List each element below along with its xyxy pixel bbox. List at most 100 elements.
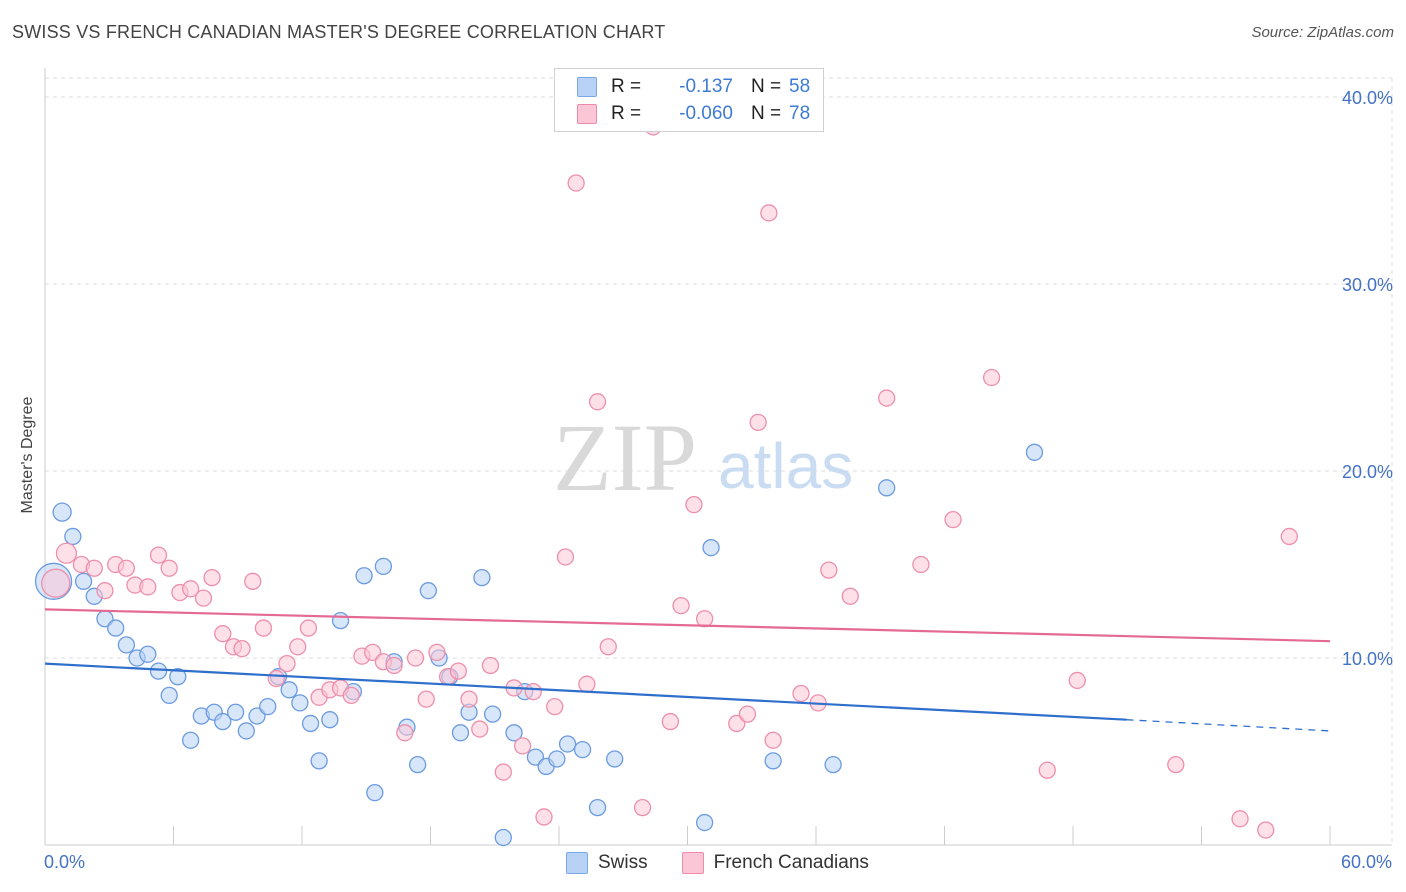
- french-point: [428, 643, 446, 662]
- swiss-point: [181, 731, 200, 749]
- french-point: [1068, 671, 1086, 690]
- swiss-point: [355, 567, 373, 585]
- swiss-point: [573, 740, 592, 759]
- legend-item-french[interactable]: French Canadians: [681, 852, 869, 874]
- swiss-point: [310, 752, 328, 770]
- french-point: [841, 587, 859, 605]
- swiss-trend-line: [44, 662, 1127, 721]
- n-value: 78: [789, 103, 811, 124]
- swiss-trend-extension: [1126, 719, 1331, 732]
- french-point: [633, 798, 652, 817]
- data-points: [34, 118, 1298, 847]
- french-point: [203, 568, 221, 587]
- french-point: [1231, 810, 1249, 828]
- swiss-point: [505, 724, 523, 742]
- french-point: [944, 510, 962, 529]
- french-point: [535, 808, 553, 826]
- correlation-legend: R = -0.137 N = 58 R = -0.060 N = 78: [554, 68, 824, 132]
- swiss-point: [74, 572, 93, 590]
- french-point: [471, 720, 489, 738]
- french-point: [160, 559, 178, 577]
- french-point: [289, 638, 307, 656]
- french-point: [55, 542, 78, 564]
- swiss-point: [64, 527, 82, 546]
- french-point: [299, 619, 318, 637]
- trend-lines: [44, 608, 1331, 732]
- axes: [44, 68, 1392, 846]
- swiss-point: [606, 750, 624, 768]
- swiss-point: [226, 703, 245, 721]
- swiss-point: [366, 783, 384, 802]
- watermark-zip: ZIP: [553, 404, 697, 511]
- swiss-swatch-icon: [577, 77, 597, 97]
- french-point: [278, 654, 296, 673]
- swiss-point: [473, 568, 491, 587]
- french-point: [96, 582, 114, 600]
- x-tick-label-max: 60.0%: [1340, 852, 1392, 872]
- n-label: N =: [751, 103, 782, 124]
- french-point: [214, 625, 232, 643]
- y-tick-label: 30.0%: [1342, 275, 1393, 295]
- swiss-point: [321, 711, 339, 729]
- french-point: [738, 705, 757, 723]
- french-point: [760, 204, 778, 222]
- french-point: [599, 638, 617, 656]
- french-point: [342, 686, 360, 705]
- french-trend-line: [44, 608, 1331, 643]
- swiss-point: [408, 755, 427, 774]
- french-point: [194, 589, 213, 607]
- french-point: [685, 496, 703, 514]
- french-point: [267, 669, 285, 688]
- french-point: [588, 393, 607, 411]
- french-point: [567, 174, 585, 192]
- swiss-point: [160, 686, 178, 705]
- swiss-point: [548, 750, 566, 768]
- y-tick-labels: 10.0% 20.0% 30.0% 40.0%: [1342, 88, 1393, 669]
- swiss-point: [291, 694, 309, 712]
- french-point: [494, 763, 512, 781]
- r-value: -0.137: [679, 76, 733, 97]
- swiss-point: [214, 712, 232, 731]
- swiss-point: [419, 582, 438, 600]
- x-tick-label-min: 0.0%: [44, 852, 86, 872]
- french-point: [749, 413, 767, 432]
- french-point: [524, 683, 542, 701]
- french-point: [695, 610, 714, 628]
- swiss-point: [588, 798, 607, 817]
- legend-item-swiss[interactable]: Swiss: [566, 852, 648, 874]
- legend-row-french: R = -0.060 N = 78: [577, 101, 810, 127]
- french-point: [181, 580, 200, 598]
- swiss-point: [117, 636, 136, 654]
- french-point: [792, 684, 810, 703]
- r-label: R =: [611, 103, 642, 124]
- french-point: [460, 690, 478, 708]
- swiss-point: [695, 813, 714, 832]
- y-tick-label: 10.0%: [1342, 649, 1393, 669]
- french-point: [449, 662, 467, 680]
- swiss-point: [824, 755, 842, 774]
- swiss-point: [451, 724, 470, 742]
- french-point: [85, 559, 103, 577]
- swiss-point: [169, 668, 187, 686]
- y-tick-label: 20.0%: [1342, 462, 1393, 482]
- french-point: [1280, 527, 1298, 546]
- french-point: [149, 546, 168, 564]
- legend-row-swiss: R = -0.137 N = 58: [577, 74, 810, 100]
- french-point: [139, 578, 157, 596]
- french-point: [820, 561, 838, 579]
- r-label: R =: [611, 76, 642, 97]
- swiss-point: [374, 557, 393, 576]
- swiss-point: [331, 611, 350, 630]
- french-point: [546, 697, 564, 716]
- french-point: [878, 389, 896, 407]
- french-point: [254, 619, 273, 637]
- swiss-point: [558, 735, 577, 753]
- n-value: 58: [789, 76, 811, 97]
- swiss-point: [107, 619, 125, 637]
- french-point: [117, 559, 136, 577]
- swiss-point: [52, 502, 72, 522]
- french-point: [417, 690, 435, 708]
- r-value: -0.060: [679, 103, 733, 124]
- french-point: [661, 712, 680, 731]
